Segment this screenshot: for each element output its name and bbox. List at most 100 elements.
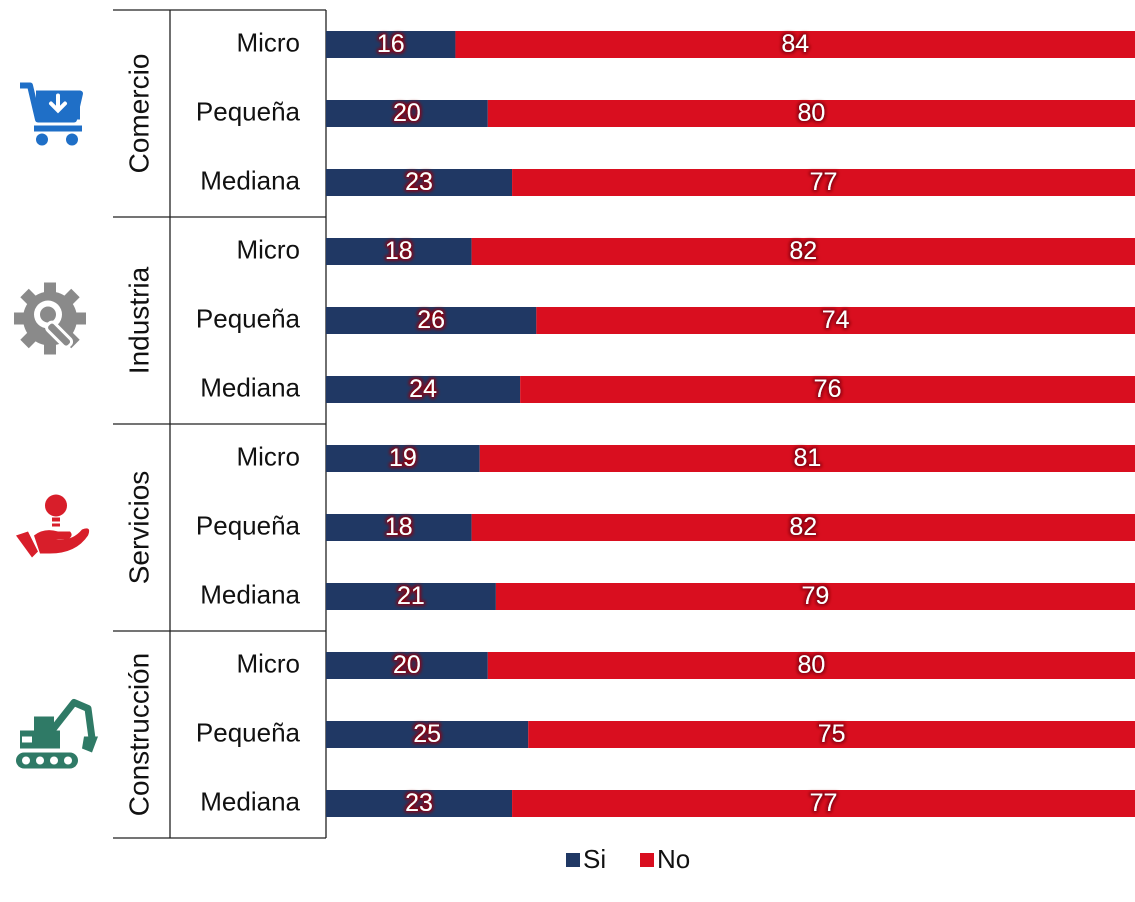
tracks <box>16 752 78 769</box>
cart-base <box>34 125 82 132</box>
data-labels: 16 84 20 80 23 77 18 82 26 74 24 76 19 81 18 82 21 79 20 80… <box>377 30 850 817</box>
bar-no <box>512 790 1135 817</box>
value-label-si: 18 <box>385 513 413 541</box>
bar-si <box>326 169 513 196</box>
bar-si <box>326 100 488 127</box>
legend-label: No <box>657 844 690 874</box>
value-label-si: 26 <box>417 306 445 334</box>
bulb-base <box>52 517 60 522</box>
cart-wheel <box>66 133 78 146</box>
category-label: Mediana <box>200 786 300 816</box>
category-label: Micro <box>236 27 300 57</box>
value-label-no: 84 <box>781 30 809 58</box>
legend-label: Si <box>583 844 606 874</box>
hand-lightbulb-icon <box>16 494 90 558</box>
group-label: Comercio <box>123 54 154 174</box>
category-label: Pequeña <box>196 510 301 540</box>
bar-no <box>536 307 1135 334</box>
bar-no <box>495 583 1135 610</box>
bulb-base <box>52 523 60 527</box>
track-wheel <box>64 756 72 765</box>
bar-si <box>326 652 488 679</box>
bulb <box>45 494 67 517</box>
value-label-si: 20 <box>393 99 421 127</box>
category-label: Pequeña <box>196 717 301 747</box>
bar-si <box>326 445 480 472</box>
track-wheel <box>50 756 58 765</box>
value-label-si: 16 <box>377 30 405 58</box>
cab <box>34 716 54 733</box>
value-label-si: 24 <box>409 375 437 403</box>
window <box>22 736 32 743</box>
bar-si <box>326 31 456 58</box>
value-label-si: 25 <box>413 720 441 748</box>
value-label-no: 79 <box>802 582 830 610</box>
value-label-no: 77 <box>810 168 838 196</box>
bar-si <box>326 583 496 610</box>
track-wheel <box>22 756 30 765</box>
legend: Si No <box>566 844 690 874</box>
wrench-handle <box>45 320 74 349</box>
bars <box>326 31 1135 817</box>
value-label-si: 18 <box>385 237 413 265</box>
wrench-head <box>40 306 56 323</box>
group-icons <box>14 82 98 769</box>
category-label: Micro <box>236 648 300 678</box>
bar-no <box>455 31 1135 58</box>
excavator-icon <box>16 699 98 769</box>
cart-wheel <box>36 133 48 146</box>
bar-si <box>326 238 472 265</box>
value-label-no: 74 <box>822 306 850 334</box>
group-label: Construcción <box>123 653 154 816</box>
value-label-no: 75 <box>818 720 846 748</box>
category-label: Mediana <box>200 579 300 609</box>
group-labels: Comercio Industria Servicios Construcción <box>123 54 154 817</box>
category-labels: Micro Pequeña Mediana Micro Pequeña Mediana Mi… <box>196 27 301 816</box>
bar-no <box>528 721 1135 748</box>
category-label: Micro <box>236 234 300 264</box>
hand-cuff <box>16 531 38 558</box>
value-label-si: 23 <box>405 168 433 196</box>
bar-si <box>326 790 513 817</box>
value-label-no: 76 <box>814 375 842 403</box>
cart-arrow <box>49 93 67 114</box>
value-label-no: 82 <box>789 237 817 265</box>
value-label-si: 23 <box>405 789 433 817</box>
bucket <box>82 736 98 753</box>
bar-si <box>326 376 521 403</box>
legend-swatch <box>640 853 654 867</box>
category-label: Mediana <box>200 372 300 402</box>
bar-no <box>471 514 1135 541</box>
value-label-no: 80 <box>797 651 825 679</box>
group-label: Servicios <box>123 471 154 585</box>
gear-wrench-icon <box>14 282 86 355</box>
value-label-si: 21 <box>397 582 425 610</box>
arm <box>49 699 96 739</box>
track-wheel <box>36 756 44 765</box>
value-label-no: 81 <box>793 444 821 472</box>
bar-no <box>487 100 1135 127</box>
value-label-si: 20 <box>393 651 421 679</box>
category-label: Pequeña <box>196 96 301 126</box>
value-label-no: 80 <box>797 99 825 127</box>
bar-si <box>326 721 529 748</box>
legend-swatch <box>566 853 580 867</box>
group-label: Industria <box>123 266 154 374</box>
value-label-no: 82 <box>789 513 817 541</box>
bar-no <box>512 169 1135 196</box>
category-label: Pequeña <box>196 303 301 333</box>
bar-no <box>479 445 1135 472</box>
axis-frame <box>113 9 327 839</box>
bar-no <box>520 376 1135 403</box>
hand <box>34 528 90 554</box>
bar-no <box>471 238 1135 265</box>
value-label-si: 19 <box>389 444 417 472</box>
bar-si <box>326 307 537 334</box>
shopping-cart-icon <box>20 82 83 146</box>
category-label: Mediana <box>200 165 300 195</box>
category-label: Micro <box>236 441 300 471</box>
bar-si <box>326 514 472 541</box>
value-label-no: 77 <box>810 789 838 817</box>
cab-body <box>20 730 60 749</box>
